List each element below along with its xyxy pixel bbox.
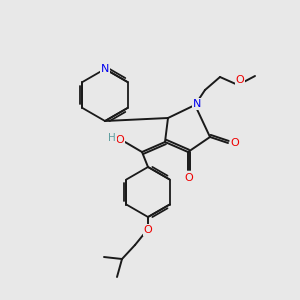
Text: N: N [193,99,201,109]
Text: N: N [101,64,109,74]
Text: O: O [116,135,124,145]
Text: O: O [184,173,194,183]
Text: H: H [108,133,116,143]
Text: O: O [231,138,239,148]
Text: O: O [236,75,244,85]
Text: O: O [144,225,152,235]
